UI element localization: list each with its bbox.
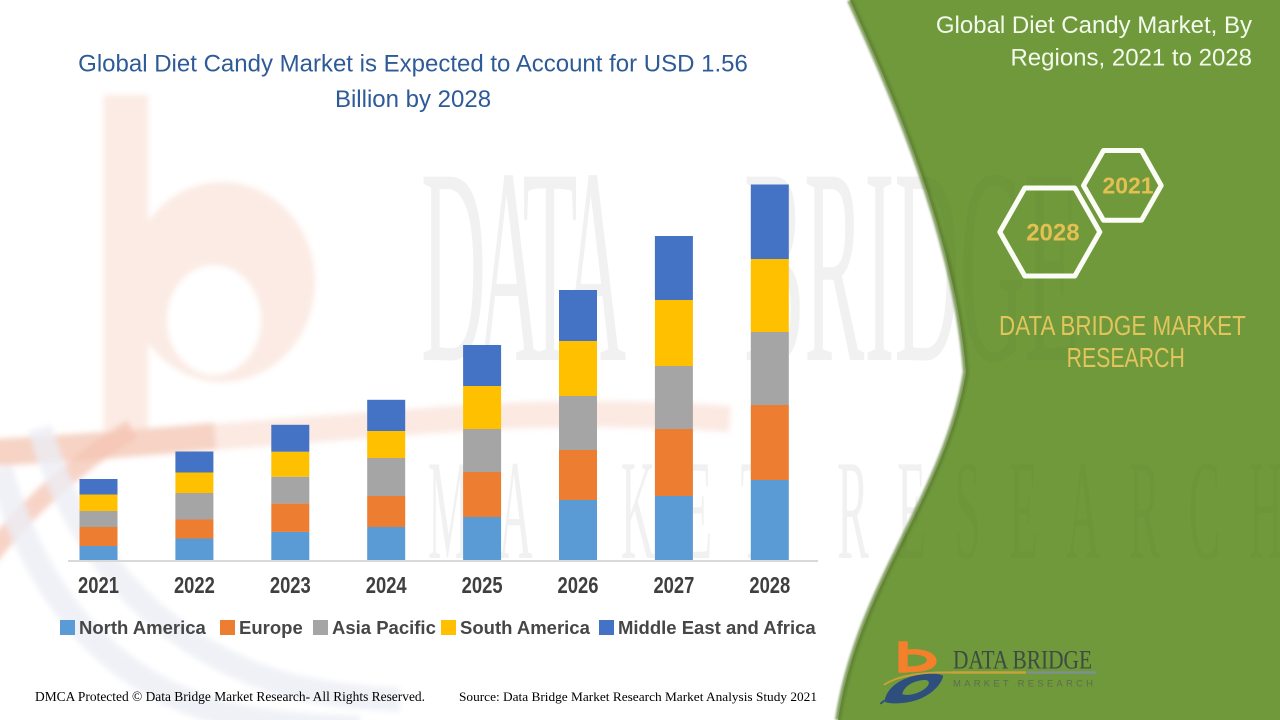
svg-text:Global Diet Candy Market is Ex: Global Diet Candy Market is Expected to …	[78, 51, 748, 78]
svg-text:2022: 2022	[174, 573, 215, 598]
svg-text:Asia Pacific: Asia Pacific	[332, 617, 436, 638]
svg-text:2025: 2025	[462, 573, 503, 598]
svg-text:South America: South America	[460, 617, 591, 638]
svg-text:2028: 2028	[1026, 220, 1079, 247]
svg-text:Europe: Europe	[239, 617, 303, 638]
svg-text:2028: 2028	[749, 573, 790, 598]
svg-text:2027: 2027	[653, 573, 694, 598]
svg-text:Billion by 2028: Billion by 2028	[335, 86, 491, 113]
svg-text:DATA BRIDGE: DATA BRIDGE	[953, 646, 1092, 675]
svg-text:2021: 2021	[78, 573, 119, 598]
svg-text:Global Diet Candy Market, By: Global Diet Candy Market, By	[936, 12, 1252, 39]
svg-text:2021: 2021	[1102, 173, 1153, 199]
svg-text:MARKET RESEARCH: MARKET RESEARCH	[953, 679, 1093, 690]
svg-text:North America: North America	[79, 617, 207, 638]
svg-text:2023: 2023	[270, 573, 311, 598]
svg-text:RESEARCH: RESEARCH	[1067, 342, 1185, 374]
svg-text:Middle East and Africa: Middle East and Africa	[618, 617, 816, 638]
svg-text:DMCA Protected © Data Bridge M: DMCA Protected © Data Bridge Market Rese…	[35, 689, 425, 704]
svg-text:2024: 2024	[366, 573, 407, 598]
svg-text:Source: Data Bridge Market Res: Source: Data Bridge Market Research Mark…	[459, 689, 817, 704]
svg-text:2026: 2026	[558, 573, 599, 598]
svg-text:DATA BRIDGE MARKET: DATA BRIDGE MARKET	[999, 311, 1246, 342]
svg-text:Regions, 2021 to 2028: Regions, 2021 to 2028	[1010, 45, 1252, 72]
